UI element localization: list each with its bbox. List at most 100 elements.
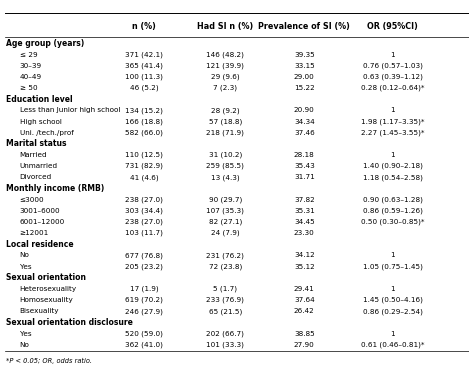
Text: 13 (4.3): 13 (4.3): [211, 174, 240, 181]
Text: ≤ 29: ≤ 29: [19, 52, 37, 58]
Text: 520 (59.0): 520 (59.0): [125, 330, 163, 337]
Text: 7 (2.3): 7 (2.3): [213, 85, 237, 91]
Text: 30–39: 30–39: [19, 63, 42, 69]
Text: 2.27 (1.45–3.55)*: 2.27 (1.45–3.55)*: [361, 129, 424, 136]
Text: 1: 1: [390, 107, 395, 113]
Text: Less than Junior high school: Less than Junior high school: [19, 107, 120, 113]
Text: 731 (82.9): 731 (82.9): [125, 163, 163, 169]
Text: OR (95%CI): OR (95%CI): [367, 22, 418, 31]
Text: 238 (27.0): 238 (27.0): [125, 219, 163, 225]
Text: Marital status: Marital status: [6, 139, 66, 148]
Text: 31.71: 31.71: [294, 174, 315, 180]
Text: 41 (4.6): 41 (4.6): [130, 174, 158, 181]
Text: 1.05 (0.75–1.45): 1.05 (0.75–1.45): [363, 263, 422, 270]
Text: 233 (76.9): 233 (76.9): [207, 297, 244, 303]
Text: Yes: Yes: [19, 264, 31, 270]
Text: 1: 1: [390, 330, 395, 337]
Text: 582 (66.0): 582 (66.0): [125, 129, 163, 136]
Text: ≤3000: ≤3000: [19, 197, 44, 203]
Text: 46 (5.2): 46 (5.2): [130, 85, 158, 91]
Text: 202 (66.7): 202 (66.7): [207, 330, 244, 337]
Text: 121 (39.9): 121 (39.9): [207, 63, 244, 69]
Text: 35.43: 35.43: [294, 163, 315, 169]
Text: 34.12: 34.12: [294, 252, 315, 259]
Text: 259 (85.5): 259 (85.5): [207, 163, 244, 169]
Text: 1: 1: [390, 52, 395, 58]
Text: Married: Married: [19, 152, 47, 158]
Text: Bisexuality: Bisexuality: [19, 308, 59, 314]
Text: 1: 1: [390, 286, 395, 292]
Text: ≥12001: ≥12001: [19, 230, 49, 236]
Text: 1.40 (0.90–2.18): 1.40 (0.90–2.18): [363, 163, 422, 169]
Text: 146 (48.2): 146 (48.2): [207, 51, 244, 58]
Text: 37.82: 37.82: [294, 197, 315, 203]
Text: 33.15: 33.15: [294, 63, 315, 69]
Text: 72 (23.8): 72 (23.8): [209, 263, 242, 270]
Text: 0.50 (0.30–0.85)*: 0.50 (0.30–0.85)*: [361, 219, 424, 225]
Text: Sexual orientation disclosure: Sexual orientation disclosure: [6, 318, 133, 327]
Text: 17 (1.9): 17 (1.9): [130, 286, 158, 292]
Text: Unmarried: Unmarried: [19, 163, 58, 169]
Text: 34.34: 34.34: [294, 119, 315, 125]
Text: 15.22: 15.22: [294, 85, 315, 91]
Text: 82 (27.1): 82 (27.1): [209, 219, 242, 225]
Text: 23.30: 23.30: [294, 230, 315, 236]
Text: 0.61 (0.46–0.81)*: 0.61 (0.46–0.81)*: [361, 342, 424, 348]
Text: 90 (29.7): 90 (29.7): [209, 196, 242, 203]
Text: 218 (71.9): 218 (71.9): [207, 129, 244, 136]
Text: 0.76 (0.57–1.03): 0.76 (0.57–1.03): [363, 63, 422, 69]
Text: Age group (years): Age group (years): [6, 39, 84, 48]
Text: 31 (10.2): 31 (10.2): [209, 152, 242, 158]
Text: 37.46: 37.46: [294, 130, 315, 136]
Text: High school: High school: [19, 119, 62, 125]
Text: ≥ 50: ≥ 50: [19, 85, 37, 91]
Text: 303 (34.4): 303 (34.4): [125, 208, 163, 214]
Text: 27.90: 27.90: [294, 342, 315, 348]
Text: 0.28 (0.12–0.64)*: 0.28 (0.12–0.64)*: [361, 85, 424, 91]
Text: Sexual orientation: Sexual orientation: [6, 273, 86, 282]
Text: No: No: [19, 252, 29, 259]
Text: 1: 1: [390, 252, 395, 259]
Text: No: No: [19, 342, 29, 348]
Text: 6001–12000: 6001–12000: [19, 219, 65, 225]
Text: 34.45: 34.45: [294, 219, 315, 225]
Text: Prevalence of SI (%): Prevalence of SI (%): [258, 22, 350, 31]
Text: 166 (18.8): 166 (18.8): [125, 119, 163, 125]
Text: Divorced: Divorced: [19, 174, 52, 180]
Text: 101 (33.3): 101 (33.3): [207, 342, 244, 348]
Text: *P < 0.05; OR, odds ratio.: *P < 0.05; OR, odds ratio.: [6, 358, 91, 364]
Text: 65 (21.5): 65 (21.5): [209, 308, 242, 315]
Text: 26.42: 26.42: [294, 308, 315, 314]
Text: 28.18: 28.18: [294, 152, 315, 158]
Text: 35.31: 35.31: [294, 208, 315, 214]
Text: 28 (9.2): 28 (9.2): [211, 107, 240, 113]
Text: 20.90: 20.90: [294, 107, 315, 113]
Text: 238 (27.0): 238 (27.0): [125, 196, 163, 203]
Text: Monthly income (RMB): Monthly income (RMB): [6, 184, 104, 193]
Text: 677 (76.8): 677 (76.8): [125, 252, 163, 259]
Text: 100 (11.3): 100 (11.3): [125, 74, 163, 80]
Text: 1.18 (0.54–2.58): 1.18 (0.54–2.58): [363, 174, 422, 181]
Text: 246 (27.9): 246 (27.9): [125, 308, 163, 315]
Text: 134 (15.2): 134 (15.2): [125, 107, 163, 113]
Text: 37.64: 37.64: [294, 297, 315, 303]
Text: 0.86 (0.29–2.54): 0.86 (0.29–2.54): [363, 308, 422, 315]
Text: 1.45 (0.50–4.16): 1.45 (0.50–4.16): [363, 297, 422, 303]
Text: Heterosexuality: Heterosexuality: [19, 286, 77, 292]
Text: 103 (11.7): 103 (11.7): [125, 230, 163, 236]
Text: Yes: Yes: [19, 330, 31, 337]
Text: 1: 1: [390, 152, 395, 158]
Text: 0.86 (0.59–1.26): 0.86 (0.59–1.26): [363, 208, 422, 214]
Text: 619 (70.2): 619 (70.2): [125, 297, 163, 303]
Text: 38.85: 38.85: [294, 330, 315, 337]
Text: Had SI n (%): Had SI n (%): [197, 22, 254, 31]
Text: 231 (76.2): 231 (76.2): [207, 252, 244, 259]
Text: 5 (1.7): 5 (1.7): [213, 286, 237, 292]
Text: 110 (12.5): 110 (12.5): [125, 152, 163, 158]
Text: 29.41: 29.41: [294, 286, 315, 292]
Text: n (%): n (%): [132, 22, 156, 31]
Text: 371 (42.1): 371 (42.1): [125, 51, 163, 58]
Text: 365 (41.4): 365 (41.4): [125, 63, 163, 69]
Text: Education level: Education level: [6, 95, 73, 104]
Text: Local residence: Local residence: [6, 240, 73, 249]
